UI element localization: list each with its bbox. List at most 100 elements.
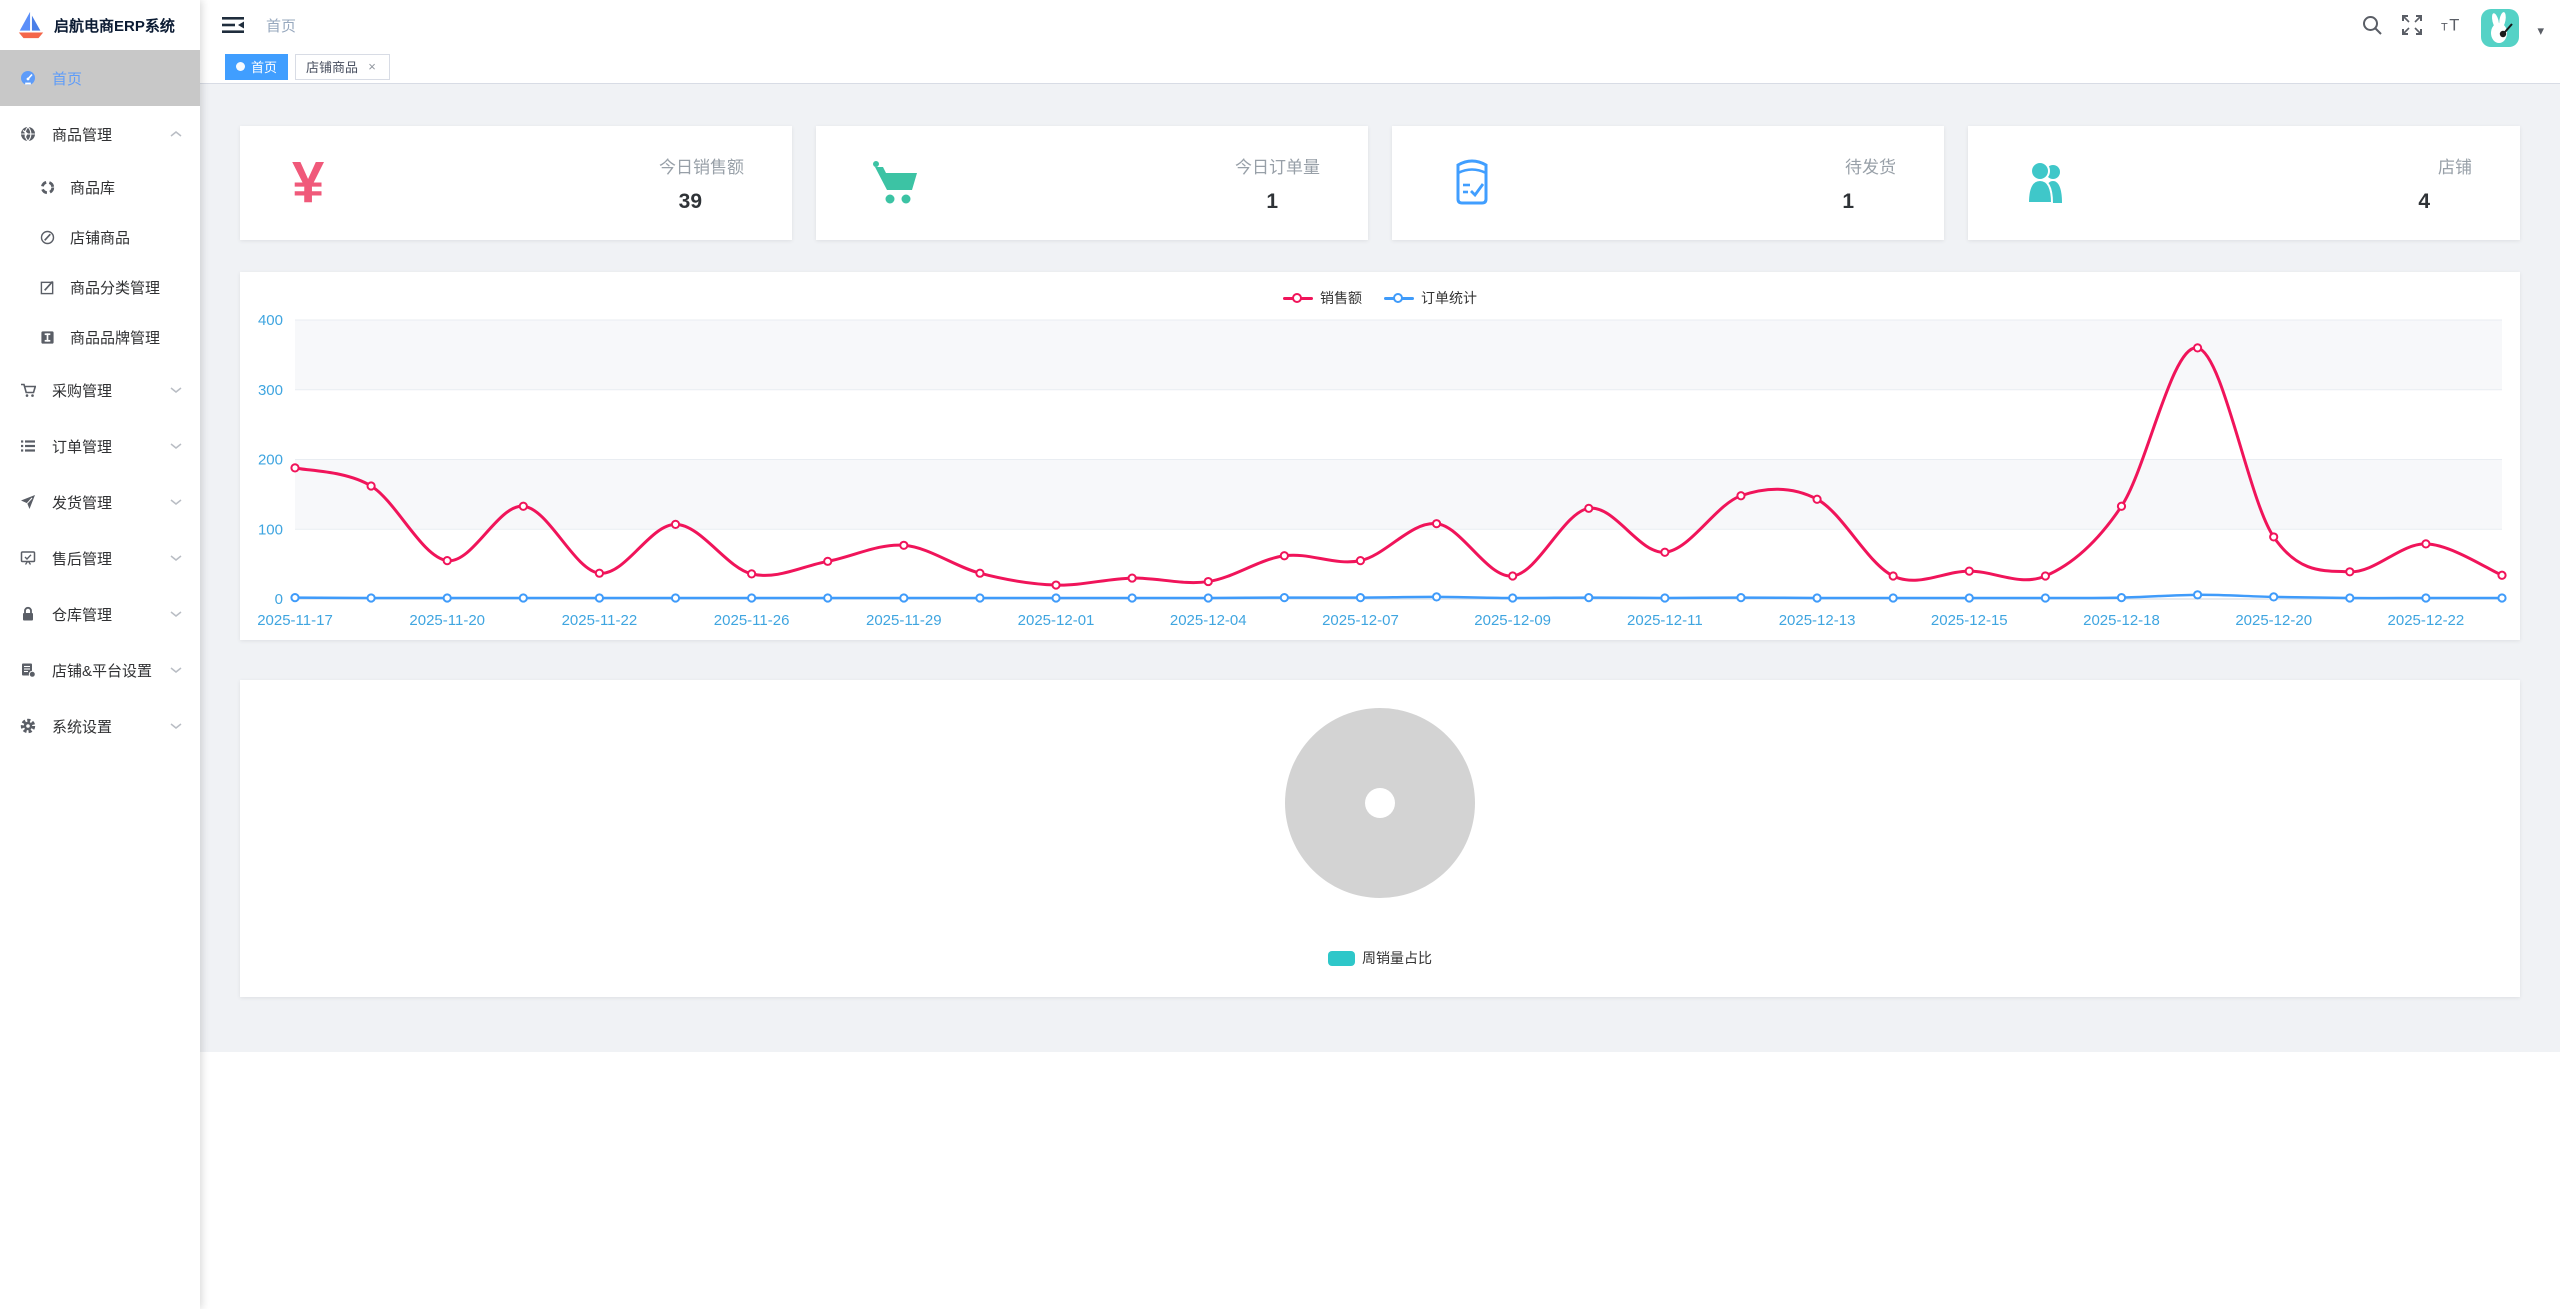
orders-line-marker-icon bbox=[1384, 293, 1414, 303]
svg-text:2025-12-07: 2025-12-07 bbox=[1322, 612, 1399, 629]
sidebar-item-warehouse-management[interactable]: 仓库管理 bbox=[0, 586, 200, 642]
tab-label: 首页 bbox=[251, 60, 278, 75]
svg-text:2025-12-15: 2025-12-15 bbox=[1931, 612, 2008, 629]
sidebar-item-purchase-management[interactable]: 采购管理 bbox=[0, 362, 200, 418]
sidebar-item-label: 订单管理 bbox=[52, 438, 113, 456]
app-logo: 启航电商ERP系统 bbox=[0, 0, 200, 50]
legend-item-orders[interactable]: 订单统计 bbox=[1384, 288, 1477, 308]
sidebar-item-aftersale-management[interactable]: 售后管理 bbox=[0, 530, 200, 586]
chevron-down-icon bbox=[170, 555, 182, 561]
stat-value: 4 bbox=[2418, 189, 2430, 213]
breadcrumb[interactable]: 首页 bbox=[266, 17, 297, 35]
shop-platform-icon bbox=[22, 663, 36, 678]
legend-label: 销售额 bbox=[1320, 290, 1362, 306]
teal-swatch-icon bbox=[1328, 950, 1355, 966]
tab-label: 店铺商品 bbox=[306, 60, 359, 75]
chevron-down-icon bbox=[170, 667, 182, 673]
board-check-icon bbox=[20, 551, 36, 565]
close-icon[interactable]: × bbox=[368, 58, 376, 74]
sidebar-item-label: 首页 bbox=[52, 70, 83, 88]
list-icon bbox=[21, 440, 35, 452]
main-area: 首页 T T bbox=[200, 0, 2560, 1052]
sidebar-item-shipping-management[interactable]: 发货管理 bbox=[0, 474, 200, 530]
font-size-icon[interactable]: T T bbox=[2441, 14, 2463, 36]
svg-text:2025-12-20: 2025-12-20 bbox=[2235, 612, 2312, 629]
legend-label: 订单统计 bbox=[1421, 290, 1477, 306]
svg-text:200: 200 bbox=[258, 452, 283, 469]
svg-text:2025-12-11: 2025-12-11 bbox=[1627, 612, 1703, 629]
sidebar-item-label: 店铺&平台设置 bbox=[52, 662, 153, 680]
sidebar-item-label: 采购管理 bbox=[52, 382, 113, 400]
sidebar-item-category-management[interactable]: 商品分类管理 bbox=[0, 262, 200, 312]
fullscreen-icon[interactable] bbox=[2401, 14, 2423, 36]
sales-line-chart: 0 100 200 300 400 2025-11-17 2025-11-20 2025-11… bbox=[257, 312, 2507, 629]
top-navbar: 首页 T T bbox=[200, 0, 2560, 50]
sidebar-item-shop-platform-settings[interactable]: 店铺&平台设置 bbox=[0, 642, 200, 698]
svg-text:400: 400 bbox=[258, 312, 283, 329]
sidebar-item-label: 售后管理 bbox=[52, 550, 113, 568]
svg-text:2025-11-29: 2025-11-29 bbox=[866, 612, 942, 629]
stat-label: 待发货 bbox=[1845, 157, 1896, 177]
edit-square-icon bbox=[40, 280, 54, 294]
tab-bar: 首页 店铺商品 × bbox=[200, 50, 2560, 84]
stat-card-pending-shipment: 待发货 1 bbox=[1392, 126, 1944, 240]
svg-text:2025-12-09: 2025-12-09 bbox=[1474, 612, 1551, 629]
sidebar-toggle-icon[interactable] bbox=[222, 16, 244, 34]
svg-text:2025-11-26: 2025-11-26 bbox=[714, 612, 790, 629]
donut-chart-legend: 周销量占比 bbox=[240, 948, 2520, 968]
sidebar-item-label: 商品品牌管理 bbox=[70, 329, 161, 347]
caret-down-icon[interactable]: ▾ bbox=[2537, 23, 2544, 38]
sidebar-item-system-settings[interactable]: 系统设置 bbox=[0, 698, 200, 754]
svg-text:0: 0 bbox=[275, 591, 283, 608]
sidebar-item-label: 商品管理 bbox=[52, 126, 113, 144]
stat-cards-row: ¥ 今日销售额 39 今日订单量 1 bbox=[240, 126, 2520, 240]
line-chart-legend: 销售额 订单统计 bbox=[240, 288, 2520, 308]
legend-item-sales[interactable]: 销售额 bbox=[1283, 288, 1362, 308]
stat-card-sales-today: ¥ 今日销售额 39 bbox=[240, 126, 792, 240]
sidebar-item-label: 店铺商品 bbox=[70, 229, 131, 247]
sales-line-chart-card: 销售额 订单统计 0 100 200 300 400 2025-11-17 2025-11-… bbox=[240, 272, 2520, 640]
globe-icon bbox=[21, 126, 35, 142]
sidebar-item-label: 商品库 bbox=[70, 179, 116, 197]
sidebar-item-brand-management[interactable]: 商品品牌管理 bbox=[0, 312, 200, 362]
sailboat-logo-icon bbox=[18, 11, 44, 39]
sidebar-item-shop-products[interactable]: 店铺商品 bbox=[0, 212, 200, 262]
tab-home[interactable]: 首页 bbox=[225, 53, 289, 80]
edit-circle-icon bbox=[40, 230, 55, 244]
sidebar-item-product-library[interactable]: 商品库 bbox=[0, 162, 200, 212]
sidebar-item-product-management[interactable]: 商品管理 bbox=[0, 106, 200, 162]
sidebar-item-order-management[interactable]: 订单管理 bbox=[0, 418, 200, 474]
stat-label: 店铺 bbox=[2438, 157, 2472, 177]
stat-text: 待发货 1 bbox=[1842, 153, 1896, 214]
dashboard-icon bbox=[21, 71, 35, 85]
chevron-down-icon bbox=[170, 387, 182, 393]
sidebar-item-home[interactable]: 首页 bbox=[0, 50, 200, 106]
svg-text:100: 100 bbox=[258, 521, 283, 538]
tab-shop-products[interactable]: 店铺商品 × bbox=[295, 53, 391, 80]
yen-icon: ¥ bbox=[292, 150, 325, 215]
chevron-down-icon bbox=[170, 499, 182, 505]
search-icon[interactable] bbox=[2361, 14, 2383, 36]
stat-label: 今日订单量 bbox=[1235, 157, 1320, 177]
sidebar: 启航电商ERP系统 首页 商品管理 bbox=[0, 0, 200, 1309]
svg-text:T: T bbox=[2441, 22, 2448, 34]
active-tab-dot bbox=[236, 62, 245, 71]
sidebar-menu: 首页 商品管理 商品库 bbox=[0, 50, 200, 754]
avatar[interactable] bbox=[2481, 9, 2520, 47]
donut-chart-placeholder bbox=[1285, 708, 1475, 898]
svg-text:2025-12-13: 2025-12-13 bbox=[1779, 612, 1856, 629]
chevron-up-icon bbox=[170, 131, 182, 137]
legend-item-weekly-share[interactable]: 周销量占比 bbox=[1328, 948, 1432, 968]
legend-label: 周销量占比 bbox=[1362, 950, 1432, 966]
stat-text: 今日销售额 39 bbox=[659, 153, 744, 214]
sidebar-item-label: 发货管理 bbox=[52, 494, 113, 512]
svg-text:2025-12-18: 2025-12-18 bbox=[2083, 612, 2160, 629]
sales-line-marker-icon bbox=[1283, 293, 1313, 303]
stat-label: 今日销售额 bbox=[659, 157, 744, 177]
dashboard-content: ¥ 今日销售额 39 今日订单量 1 bbox=[200, 84, 2560, 1052]
brand-i-icon bbox=[41, 330, 54, 344]
stat-value: 1 bbox=[1266, 189, 1278, 213]
stat-text: 今日订单量 1 bbox=[1235, 153, 1320, 214]
svg-text:2025-11-17: 2025-11-17 bbox=[257, 612, 333, 629]
sidebar-item-label: 仓库管理 bbox=[52, 606, 113, 624]
